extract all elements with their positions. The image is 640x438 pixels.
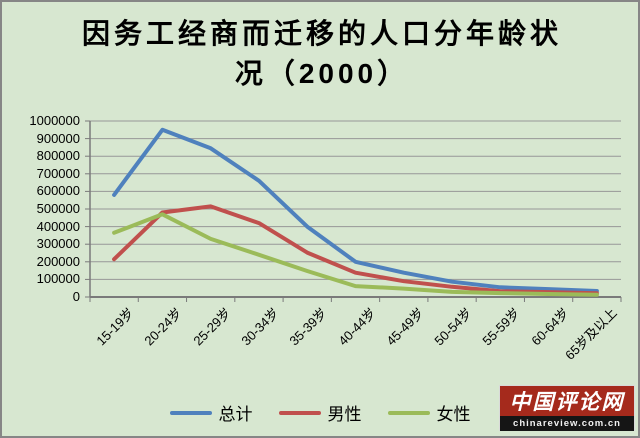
y-tick-label: 300000 — [36, 236, 80, 252]
series-line-女性 — [112, 212, 599, 297]
y-tick-label: 1000000 — [29, 113, 80, 128]
y-tick-label: 600000 — [36, 183, 80, 199]
legend-line-sample — [278, 410, 321, 415]
y-tick-label: 400000 — [36, 218, 80, 234]
y-tick-label: 800000 — [36, 148, 80, 164]
legend-item-女性: 女性 — [387, 400, 471, 425]
legend-line-sample — [387, 410, 430, 415]
legend-item-总计: 总计 — [169, 400, 253, 425]
site-watermark-logo: 中国评论网 chinareview.com.cn — [499, 385, 635, 431]
legend-label: 男性 — [327, 405, 362, 424]
watermark-site-name: 中国评论网 — [500, 386, 634, 416]
chart-title: 因务工经商而迁移的人口分年龄状况（2000） — [81, 18, 562, 89]
series-line-男性 — [112, 204, 599, 296]
legend-label: 女性 — [436, 405, 471, 424]
y-tick-label: 700000 — [36, 165, 80, 181]
legend-item-男性: 男性 — [278, 400, 362, 425]
legend-label: 总计 — [218, 405, 253, 424]
watermark-site-url: chinareview.com.cn — [500, 416, 634, 431]
y-tick-label: 100000 — [36, 271, 80, 287]
y-tick-label: 900000 — [36, 130, 80, 146]
series-line-总计 — [112, 127, 599, 293]
legend: 总计 男性 女性 — [2, 400, 638, 425]
y-tick-label: 200000 — [36, 253, 80, 269]
y-tick-label: 500000 — [36, 201, 80, 216]
y-tick-label: 0 — [72, 289, 80, 304]
legend-line-sample — [169, 410, 212, 415]
